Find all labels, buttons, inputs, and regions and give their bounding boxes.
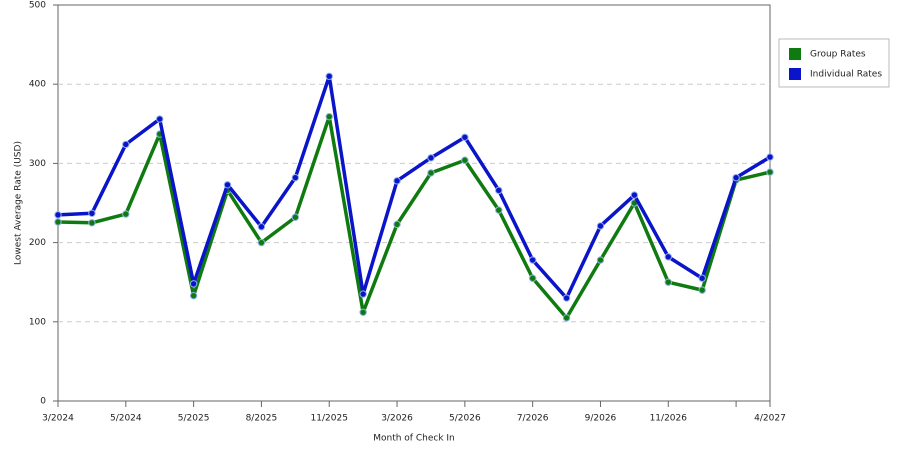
data-point bbox=[427, 169, 435, 177]
plot-frame bbox=[57, 4, 771, 402]
y-tick-label: 500 bbox=[29, 1, 46, 11]
data-point bbox=[393, 177, 401, 185]
data-point bbox=[766, 153, 774, 161]
y-tick-label: 100 bbox=[29, 317, 46, 327]
data-point bbox=[562, 294, 571, 302]
data-point bbox=[461, 133, 469, 141]
x-axis-label: Month of Check In bbox=[373, 434, 455, 444]
legend-swatch bbox=[789, 68, 801, 80]
data-point bbox=[664, 253, 672, 261]
x-tick-label: 11/2025 bbox=[311, 414, 348, 424]
data-point bbox=[664, 278, 672, 286]
series-line bbox=[57, 74, 771, 300]
data-point bbox=[766, 168, 774, 176]
data-point bbox=[122, 210, 130, 218]
legend-swatch bbox=[789, 48, 801, 60]
y-tick-label: 0 bbox=[40, 397, 46, 407]
legend-label: Group Rates bbox=[810, 50, 866, 60]
data-point bbox=[325, 112, 333, 121]
series-line bbox=[57, 114, 771, 320]
data-point bbox=[528, 274, 537, 282]
data-point bbox=[359, 290, 367, 298]
y-tick-label: 200 bbox=[29, 238, 46, 248]
data-point bbox=[257, 238, 266, 247]
data-point bbox=[393, 220, 401, 229]
data-point bbox=[528, 256, 537, 264]
x-tick-label: 5/2024 bbox=[110, 414, 142, 424]
x-tick-label: 5/2025 bbox=[178, 414, 210, 424]
data-point bbox=[88, 219, 96, 227]
x-tick-label: 9/2026 bbox=[585, 414, 617, 424]
data-point bbox=[596, 222, 605, 230]
x-tick-label: 8/2025 bbox=[246, 414, 278, 424]
x-tick-label: 3/2024 bbox=[42, 414, 74, 424]
y-axis-label: Lowest Average Rate (USD) bbox=[14, 141, 24, 265]
data-point bbox=[732, 173, 740, 182]
data-point bbox=[291, 173, 300, 182]
data-point bbox=[122, 140, 130, 149]
data-point bbox=[257, 223, 266, 231]
data-point bbox=[54, 218, 62, 226]
data-point bbox=[698, 286, 706, 294]
data-point bbox=[562, 314, 571, 322]
data-point bbox=[291, 213, 300, 221]
data-point bbox=[495, 206, 503, 214]
data-point bbox=[88, 209, 96, 217]
data-point bbox=[54, 211, 62, 219]
data-point bbox=[698, 274, 706, 282]
data-point bbox=[223, 181, 232, 189]
data-point bbox=[596, 256, 605, 264]
x-tick-label: 7/2026 bbox=[517, 414, 549, 424]
y-tick-label: 300 bbox=[29, 159, 46, 169]
x-tick-label: 5/2026 bbox=[449, 414, 481, 424]
x-tick-label: 4/2027 bbox=[754, 414, 786, 424]
x-tick-label: 11/2026 bbox=[650, 414, 688, 424]
data-point bbox=[427, 154, 435, 162]
data-point bbox=[630, 191, 639, 199]
y-tick-label: 400 bbox=[29, 80, 46, 90]
data-point bbox=[325, 72, 333, 80]
data-point bbox=[495, 186, 503, 195]
legend-label: Individual Rates bbox=[810, 70, 882, 80]
x-tick-label: 3/2026 bbox=[381, 414, 413, 424]
data-point bbox=[189, 280, 198, 288]
data-point bbox=[189, 291, 198, 300]
data-point bbox=[461, 156, 469, 164]
data-point bbox=[359, 308, 367, 316]
data-point bbox=[156, 115, 164, 123]
